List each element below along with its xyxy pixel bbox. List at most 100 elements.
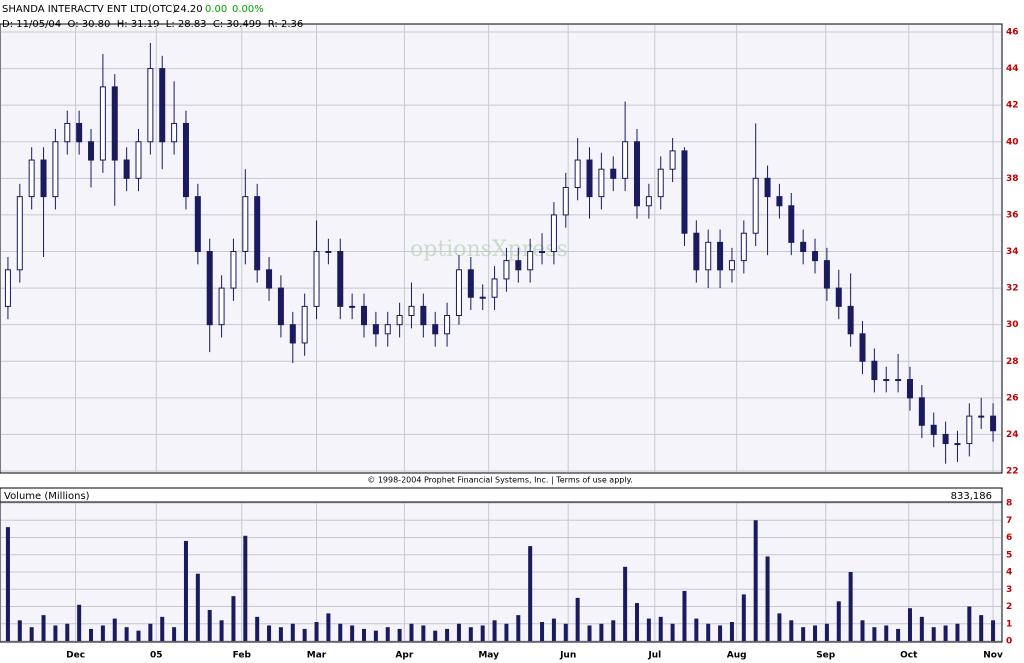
candle-body: [539, 251, 546, 253]
volume-bar: [433, 630, 438, 641]
candle-body: [218, 287, 225, 326]
y-tick-label: 2: [1006, 602, 1012, 612]
volume-bar: [385, 627, 390, 641]
candle-body: [88, 141, 95, 161]
volume-bar: [789, 620, 794, 641]
volume-bar: [255, 616, 260, 641]
change-percent: 0.00%: [232, 4, 264, 15]
volume-bar: [136, 630, 141, 641]
candle-body: [942, 433, 949, 445]
candle-body: [76, 122, 83, 143]
candle-body: [361, 305, 368, 326]
volume-bar: [943, 625, 948, 641]
volume-bar: [160, 616, 165, 641]
x-tick-label: 05: [150, 651, 163, 661]
last-price: 24.20: [174, 4, 203, 15]
volume-bar: [872, 627, 877, 641]
chart-title: SHANDA INTERACTV ENT LTD(OTC): [2, 4, 176, 15]
candle-body: [633, 141, 640, 207]
candle-body: [4, 269, 11, 307]
y-tick-label: 0: [1006, 637, 1012, 647]
change: 0.00: [205, 4, 227, 15]
y-tick-label: 42: [1006, 101, 1019, 111]
candle-body: [277, 287, 284, 326]
candle-body: [64, 122, 71, 143]
y-tick-label: 36: [1006, 210, 1019, 220]
volume-bar: [89, 628, 94, 641]
candle-body: [171, 122, 178, 143]
candle-body: [337, 251, 344, 307]
y-tick-label: 22: [1006, 467, 1019, 477]
y-tick-label: 6: [1006, 533, 1012, 543]
volume-bar: [563, 623, 568, 641]
candle-body: [776, 196, 783, 207]
candle-body: [669, 150, 676, 170]
candle-body: [182, 122, 189, 198]
volume-bar: [670, 623, 675, 641]
x-tick-label: Feb: [233, 651, 252, 661]
candle-body: [752, 177, 759, 234]
candle-body: [325, 251, 332, 253]
volume-bar: [611, 620, 616, 641]
volume-bar: [267, 625, 272, 641]
candle-body: [586, 159, 593, 198]
volume-bar: [148, 623, 153, 641]
volume-title: Volume (Millions): [4, 491, 90, 502]
candle-body: [16, 196, 23, 271]
candle-body: [396, 315, 403, 326]
candle-body: [859, 333, 866, 362]
volume-bar: [278, 627, 283, 641]
candle-body: [574, 159, 581, 188]
candle-body: [420, 305, 427, 326]
candle-body: [99, 86, 106, 161]
x-tick-label: Jun: [559, 651, 576, 661]
volume-bar: [540, 622, 545, 641]
candle-body: [871, 360, 878, 381]
volume-bar: [979, 615, 984, 641]
candle-body: [194, 196, 201, 252]
volume-bar: [599, 623, 604, 641]
volume-header: [0, 487, 1003, 503]
candle-body: [467, 269, 474, 298]
x-tick-label: Nov: [983, 651, 1003, 661]
candle-body: [657, 168, 664, 198]
y-tick-label: 32: [1006, 284, 1019, 294]
volume-bar: [468, 627, 473, 641]
volume-bar: [456, 623, 461, 641]
candle-body: [895, 379, 902, 382]
y-tick-label: 8: [1006, 499, 1012, 509]
volume-bar: [314, 622, 319, 641]
candle-body: [550, 214, 557, 253]
candle-body: [740, 232, 747, 262]
candle-body: [289, 324, 296, 344]
y-tick-label: 5: [1006, 550, 1012, 560]
volume-bar: [528, 546, 533, 641]
volume-bar: [409, 623, 414, 641]
volume-bar: [492, 620, 497, 641]
y-tick-label: 26: [1006, 393, 1019, 403]
x-tick-label: Aug: [727, 651, 747, 661]
y-tick-label: 7: [1006, 516, 1012, 526]
candle-body: [823, 260, 830, 289]
volume-bar: [551, 618, 556, 641]
x-tick-label: Sep: [816, 651, 836, 661]
volume-bar: [53, 625, 58, 641]
y-tick-label: 24: [1006, 430, 1019, 440]
volume-bar: [741, 594, 746, 641]
volume-bar: [5, 527, 10, 641]
candle-body: [384, 324, 391, 335]
candle-body: [705, 241, 712, 271]
candle-body: [40, 159, 47, 198]
volume-bar: [17, 620, 22, 641]
y-tick-label: 3: [1006, 585, 1012, 595]
candle-body: [598, 168, 605, 198]
candle-body: [135, 141, 142, 179]
volume-bar: [777, 613, 782, 641]
volume-bar: [860, 620, 865, 641]
y-tick-label: 46: [1006, 28, 1019, 38]
volume-bar: [207, 609, 212, 641]
volume-bar: [801, 627, 806, 641]
volume-bar: [836, 601, 841, 641]
volume-bar: [112, 618, 117, 641]
